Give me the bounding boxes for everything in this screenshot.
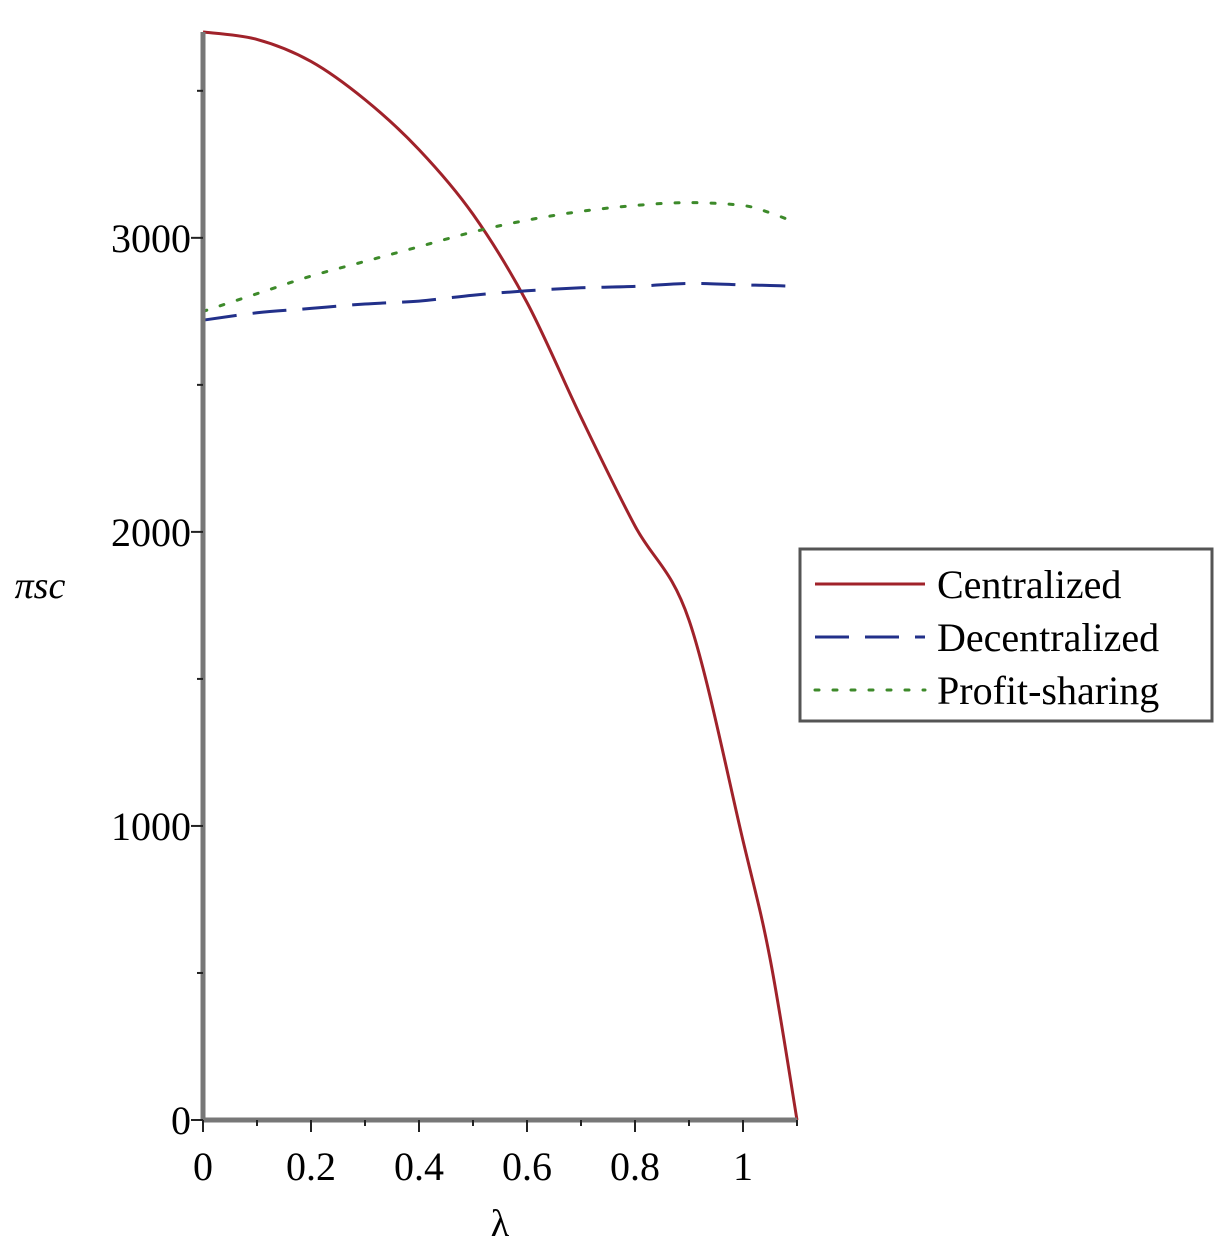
series-line-decentralized [202, 281, 798, 322]
y-tick-label: 0 [171, 1098, 191, 1143]
ticks: 0 0.2 0.4 0.6 0.8 1 0 1000 2000 3000 [111, 89, 798, 1189]
legend-box [798, 547, 1214, 723]
axes [200, 32, 797, 1123]
y-axis-label: πsc [15, 565, 66, 607]
y-tick-label: 3000 [111, 216, 191, 261]
x-tick-label: 0.8 [610, 1144, 660, 1189]
x-tick-label: 0 [193, 1144, 213, 1189]
x-tick-label: 0.2 [286, 1144, 336, 1189]
legend: Centralized Decentralized Profit-sharing [798, 547, 1214, 723]
y-tick-label: 2000 [111, 510, 191, 555]
y-tick-label: 1000 [111, 804, 191, 849]
legend-label: Profit-sharing [937, 668, 1159, 713]
x-axis-label: λ [491, 1203, 510, 1245]
legend-label: Decentralized [937, 615, 1159, 660]
legend-label: Centralized [937, 562, 1121, 607]
series-line-centralized [202, 30, 799, 1121]
x-tick-label: 1 [733, 1144, 753, 1189]
series-lines [201, 30, 799, 1121]
x-tick-label: 0.4 [394, 1144, 444, 1189]
x-tick-label: 0.6 [502, 1144, 552, 1189]
